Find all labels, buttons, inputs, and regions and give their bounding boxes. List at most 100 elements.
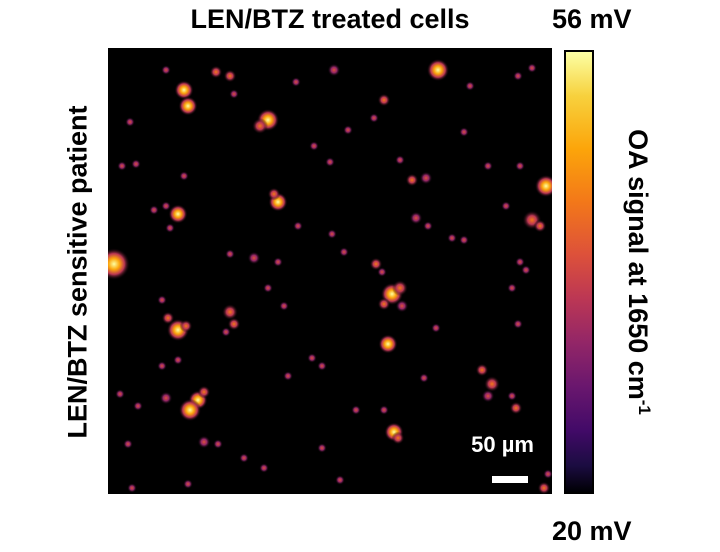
cell-spot: [533, 219, 547, 233]
cell-spot: [534, 174, 552, 198]
oa-image-panel: 50 µm: [108, 48, 552, 494]
cell-spot: [157, 295, 167, 305]
cell-spot: [481, 389, 495, 403]
cell-spot: [369, 257, 383, 271]
cell-spot: [279, 301, 289, 311]
cell-spot: [209, 65, 223, 79]
cell-spot: [227, 317, 241, 331]
cell-spot: [197, 435, 211, 449]
cell-spot: [501, 201, 511, 211]
cell-spot: [267, 187, 281, 201]
cell-signal-map: [108, 58, 552, 494]
cell-spot: [377, 297, 391, 311]
cell-spot: [178, 96, 198, 116]
cell-spot: [273, 257, 283, 267]
cell-spot: [161, 201, 171, 211]
cell-spot: [423, 221, 433, 231]
sample-label: LEN/BTZ sensitive patient: [62, 105, 93, 439]
cell-spot: [405, 173, 419, 187]
cell-spot: [133, 401, 143, 411]
cell-spot: [157, 361, 167, 371]
colorbar-max-label: 56 mV: [552, 4, 632, 34]
cell-spot: [127, 483, 137, 493]
cell-spot: [395, 155, 405, 165]
cell-spot: [159, 391, 173, 405]
cell-spot: [515, 161, 525, 171]
cell-spot: [379, 405, 389, 415]
cell-spot: [377, 267, 387, 277]
cell-spot: [259, 463, 269, 473]
cell-spot: [465, 81, 475, 91]
cell-spot: [307, 353, 317, 363]
cell-spot: [419, 171, 433, 185]
cell-spot: [377, 93, 391, 107]
cell-spot: [513, 319, 523, 329]
cell-spot: [325, 157, 335, 167]
cell-spot: [173, 355, 183, 365]
cell-spot: [161, 65, 171, 75]
cell-spot: [178, 398, 202, 422]
cell-spot: [165, 223, 175, 233]
cell-spot: [317, 361, 327, 371]
cell-spot: [419, 373, 429, 383]
cell-spot: [513, 71, 523, 81]
cell-spot: [125, 117, 135, 127]
cell-spot: [291, 77, 301, 87]
scale-bar-label: 50 µm: [471, 432, 534, 457]
cell-spot: [431, 323, 441, 333]
cell-spot: [507, 283, 517, 293]
cell-spot: [131, 159, 141, 169]
cell-spot: [123, 439, 133, 449]
cell-spot: [293, 221, 303, 231]
cell-spot: [483, 161, 493, 171]
cell-spot: [543, 469, 552, 479]
cell-spot: [309, 141, 319, 151]
cell-spot: [392, 280, 408, 296]
cell-spot: [247, 251, 261, 265]
cell-spot: [213, 439, 223, 449]
cell-spot: [108, 248, 130, 280]
cell-spot: [197, 385, 211, 399]
cell-spot: [521, 265, 531, 275]
cell-spot: [317, 443, 327, 453]
cell-spot: [509, 401, 523, 415]
cell-spot: [515, 257, 525, 267]
cell-spot: [369, 113, 379, 123]
cell-spot: [537, 481, 551, 494]
cell-spot: [327, 229, 337, 239]
image-title: LEN/BTZ treated cells: [190, 4, 470, 34]
cell-spot: [168, 204, 188, 224]
cell-spot: [229, 89, 239, 99]
cell-spot: [459, 127, 469, 137]
cell-spot: [115, 389, 125, 399]
cell-spot: [263, 283, 273, 293]
cell-spot: [426, 58, 450, 82]
cell-spot: [335, 475, 345, 485]
cell-spot: [507, 391, 517, 401]
cell-spot: [447, 233, 457, 243]
cell-spot: [339, 247, 349, 257]
cell-spot: [252, 118, 268, 134]
cell-spot: [351, 405, 361, 415]
cell-spot: [527, 63, 537, 73]
cell-spot: [149, 205, 159, 215]
cell-spot: [225, 249, 235, 259]
cell-spot: [223, 69, 237, 83]
cell-spot: [391, 431, 405, 445]
cell-spot: [179, 171, 189, 181]
colorbar-title: OA signal at 1650 cm-1: [623, 129, 654, 415]
cell-spot: [409, 211, 423, 225]
cell-spot: [117, 161, 127, 171]
cell-spot: [327, 63, 341, 77]
colorbar-min-label: 20 mV: [552, 516, 632, 546]
cell-spot: [459, 235, 469, 245]
scale-bar: [492, 476, 528, 483]
cell-spot: [183, 479, 193, 489]
colorbar: [564, 50, 594, 494]
cell-spot: [221, 327, 231, 337]
cell-spot: [395, 299, 409, 313]
cell-spot: [475, 363, 489, 377]
cell-spot: [222, 304, 238, 320]
cell-spot: [179, 319, 193, 333]
cell-spot: [239, 453, 249, 463]
